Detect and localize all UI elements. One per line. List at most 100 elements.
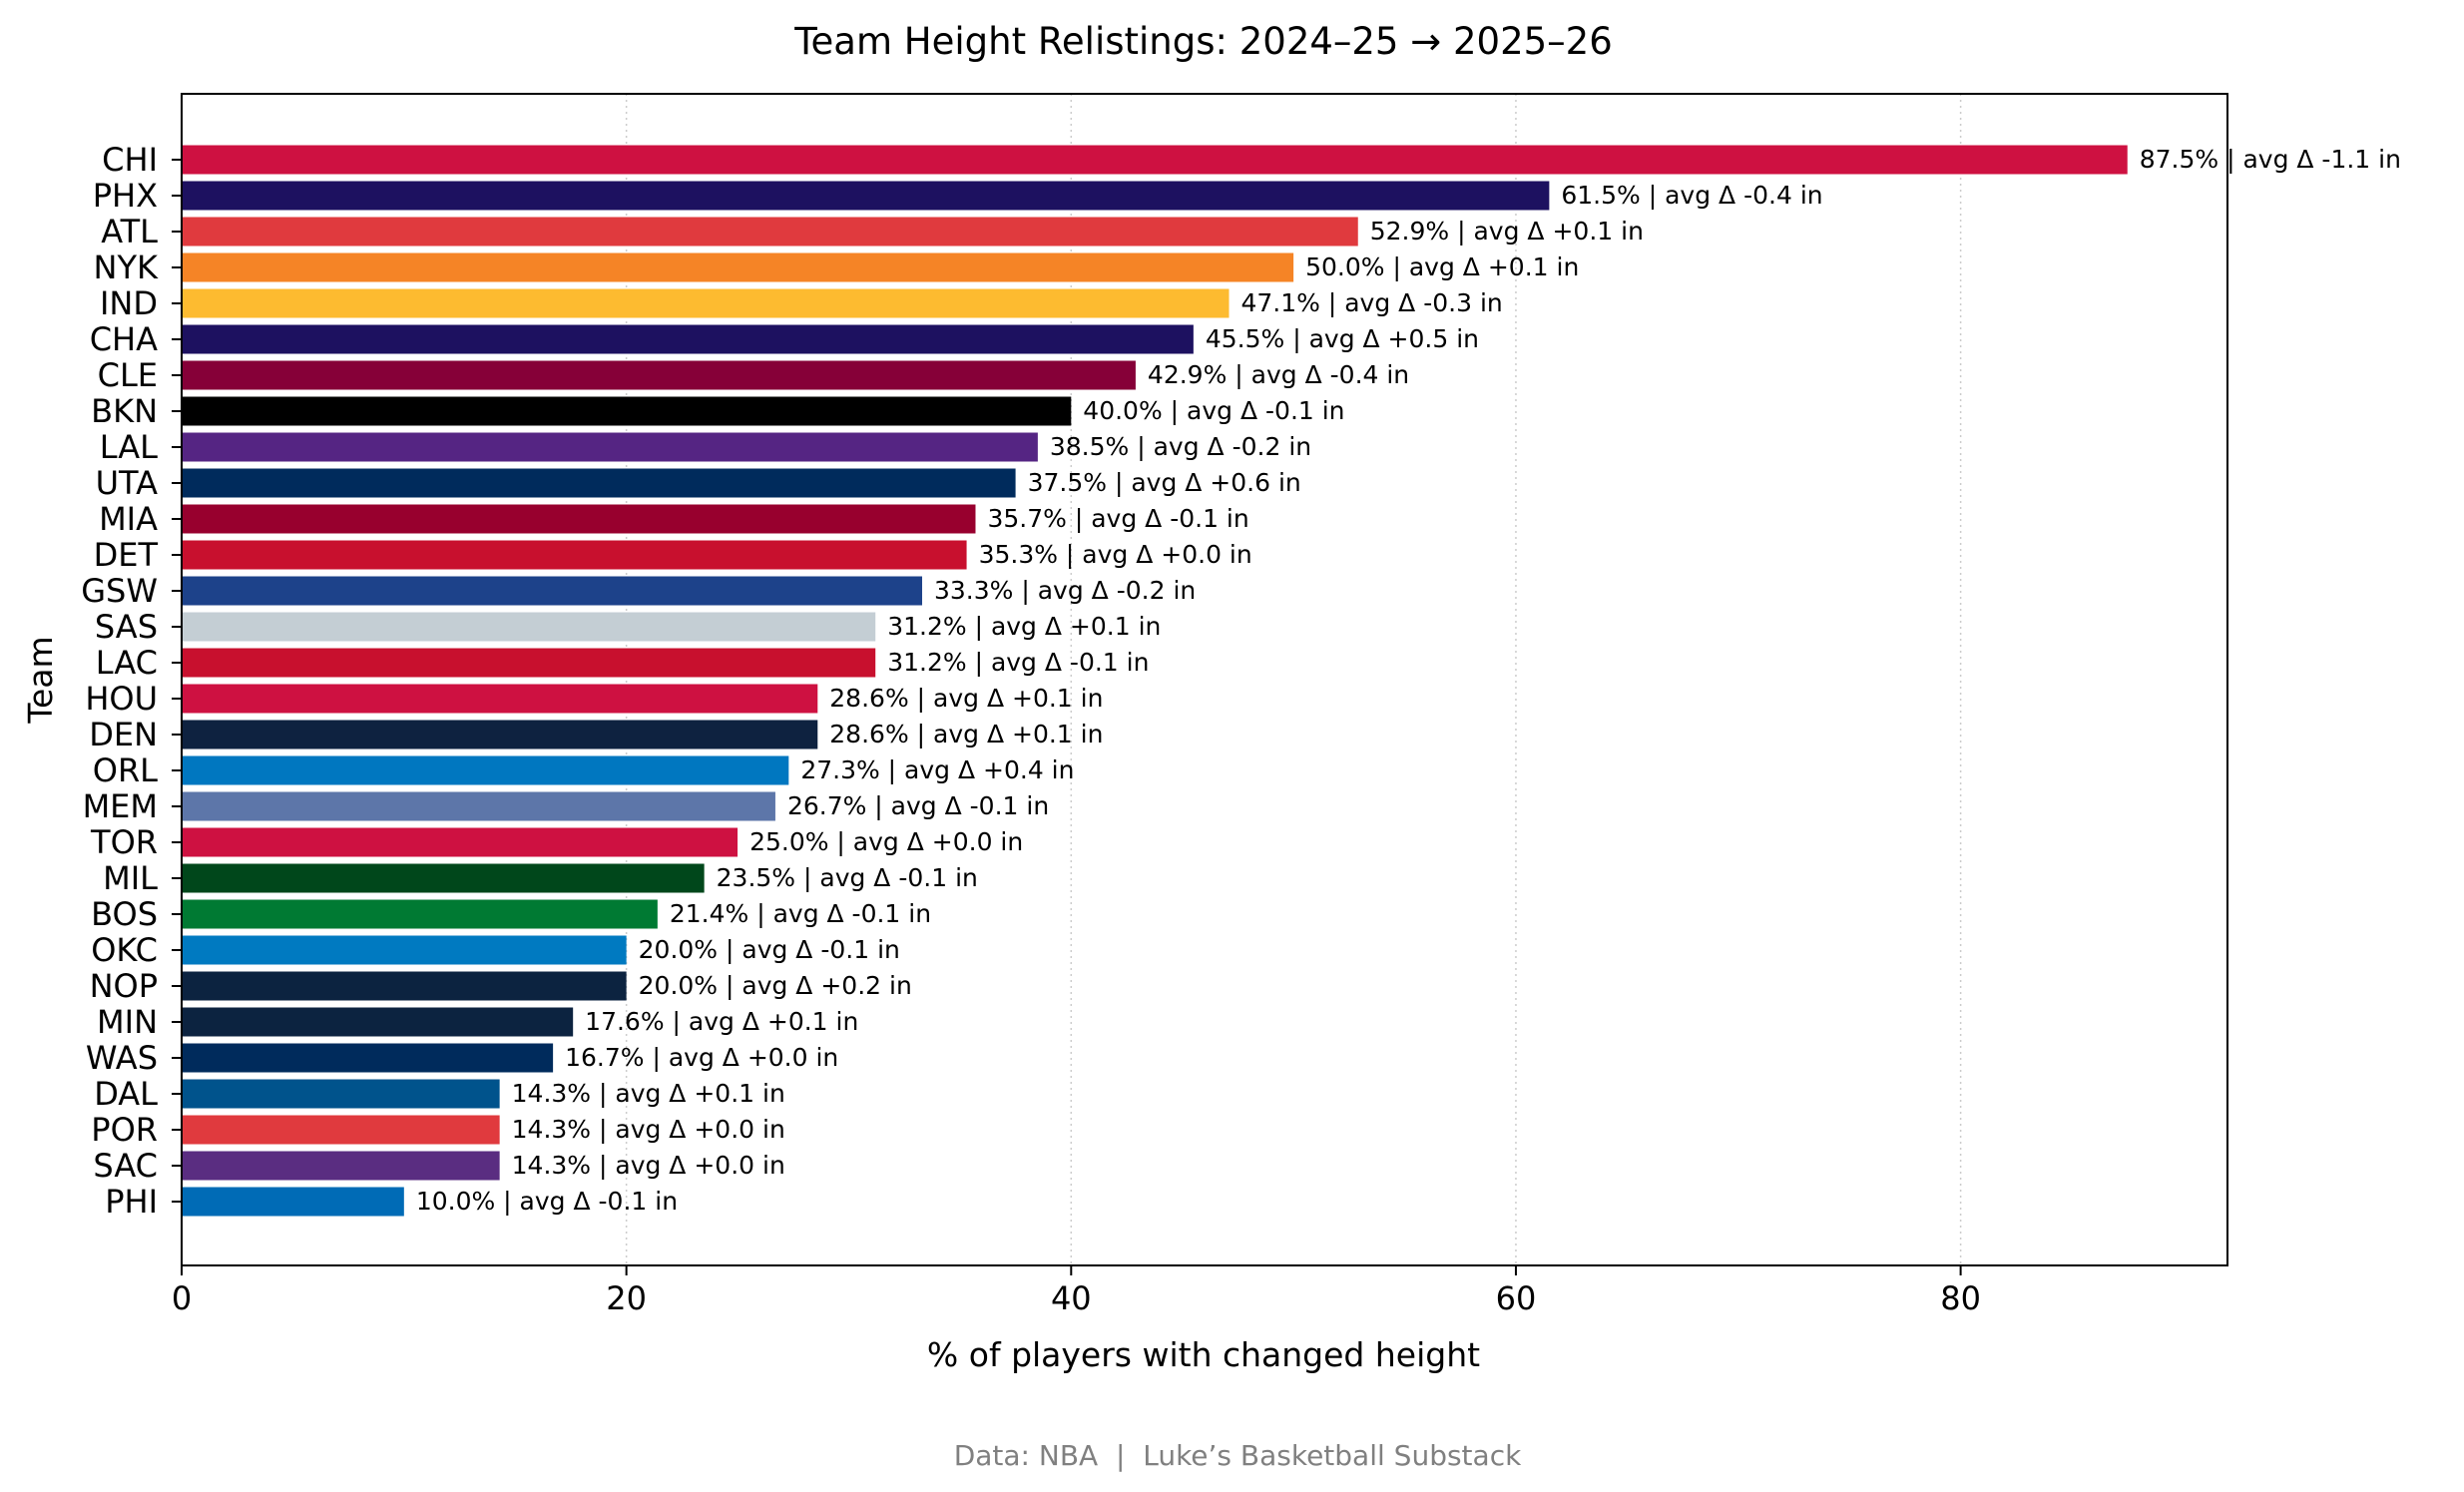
data-label-ind: 47.1% | avg Δ -0.3 in xyxy=(1241,288,1503,317)
bar-mia xyxy=(182,504,976,534)
y-tick-label-dal: DAL xyxy=(94,1075,158,1113)
bar-sas xyxy=(182,612,876,642)
footer-source: Data: NBA | Luke’s Basketball Substack xyxy=(954,1439,1522,1472)
data-label-phi: 10.0% | avg Δ -0.1 in xyxy=(416,1187,678,1216)
bar-lal xyxy=(182,432,1038,462)
data-label-phx: 61.5% | avg Δ -0.4 in xyxy=(1561,181,1822,210)
bar-gsw xyxy=(182,576,923,606)
data-label-por: 14.3% | avg Δ +0.0 in xyxy=(512,1115,785,1144)
data-label-mem: 26.7% | avg Δ -0.1 in xyxy=(787,791,1049,820)
y-tick-label-phx: PHX xyxy=(93,177,158,215)
data-label-den: 28.6% | avg Δ +0.1 in xyxy=(829,720,1103,748)
bar-was xyxy=(182,1043,554,1073)
data-label-chi: 87.5% | avg Δ -1.1 in xyxy=(2140,145,2401,174)
data-label-nyk: 50.0% | avg Δ +0.1 in xyxy=(1305,252,1579,281)
bar-phx xyxy=(182,181,1550,211)
bar-den xyxy=(182,720,818,749)
data-label-dal: 14.3% | avg Δ +0.1 in xyxy=(512,1079,785,1108)
bar-chi xyxy=(182,145,2128,175)
data-label-cha: 45.5% | avg Δ +0.5 in xyxy=(1206,324,1479,353)
y-tick-label-sas: SAS xyxy=(95,608,158,646)
bar-uta xyxy=(182,468,1016,498)
bar-mem xyxy=(182,791,775,821)
data-label-sas: 31.2% | avg Δ +0.1 in xyxy=(887,612,1161,641)
x-tick-label-80: 80 xyxy=(1940,1279,1981,1317)
data-label-bkn: 40.0% | avg Δ -0.1 in xyxy=(1083,396,1344,425)
y-tick-label-hou: HOU xyxy=(85,680,158,718)
y-tick-label-mem: MEM xyxy=(83,787,158,825)
y-tick-label-min: MIN xyxy=(97,1003,158,1041)
y-tick-label-orl: ORL xyxy=(93,751,158,789)
y-tick-label-bkn: BKN xyxy=(91,392,158,430)
data-label-okc: 20.0% | avg Δ -0.1 in xyxy=(639,935,900,964)
y-tick-label-ind: IND xyxy=(100,284,158,322)
x-tick-label-0: 0 xyxy=(172,1279,192,1317)
y-tick-label-det: DET xyxy=(94,536,159,574)
y-tick-labels: CHIPHXATLNYKINDCHACLEBKNLALUTAMIADETGSWS… xyxy=(81,141,182,1221)
y-tick-label-uta: UTA xyxy=(96,464,158,502)
plot-frame xyxy=(181,93,2228,1266)
bar-cha xyxy=(182,324,1194,354)
bar-ind xyxy=(182,288,1230,318)
bar-atl xyxy=(182,217,1358,247)
bar-por xyxy=(182,1115,500,1145)
bar-lac xyxy=(182,648,876,678)
bar-okc xyxy=(182,935,627,965)
data-label-atl: 52.9% | avg Δ +0.1 in xyxy=(1370,217,1644,246)
bar-mil xyxy=(182,863,705,893)
x-gridlines xyxy=(625,94,1962,1265)
data-label-gsw: 33.3% | avg Δ -0.2 in xyxy=(934,576,1196,605)
data-label-tor: 25.0% | avg Δ +0.0 in xyxy=(749,827,1023,856)
y-tick-label-por: POR xyxy=(91,1111,158,1149)
y-tick-label-mil: MIL xyxy=(103,859,158,897)
chart-title: Team Height Relistings: 2024–25 → 2025–2… xyxy=(793,20,1613,63)
bar-sac xyxy=(182,1151,500,1181)
bar-phi xyxy=(182,1187,404,1217)
y-tick-label-den: DEN xyxy=(89,716,158,753)
bar-bkn xyxy=(182,396,1072,426)
y-tick-label-phi: PHI xyxy=(105,1183,158,1221)
y-axis-label: Team xyxy=(21,636,60,724)
bar-nop xyxy=(182,971,627,1001)
y-tick-label-nop: NOP xyxy=(90,967,158,1005)
data-label-lac: 31.2% | avg Δ -0.1 in xyxy=(887,648,1149,677)
data-label-uta: 37.5% | avg Δ +0.6 in xyxy=(1028,468,1301,497)
bars-group: 87.5% | avg Δ -1.1 in 61.5% | avg Δ -0.4 … xyxy=(182,145,2401,1217)
data-label-bos: 21.4% | avg Δ -0.1 in xyxy=(670,899,931,928)
data-label-sac: 14.3% | avg Δ +0.0 in xyxy=(512,1151,785,1180)
x-tick-label-20: 20 xyxy=(606,1279,647,1317)
y-tick-label-nyk: NYK xyxy=(94,249,159,286)
y-tick-label-lal: LAL xyxy=(100,428,158,466)
bar-min xyxy=(182,1007,574,1037)
data-label-lal: 38.5% | avg Δ -0.2 in xyxy=(1050,432,1311,461)
x-tick-label-40: 40 xyxy=(1051,1279,1092,1317)
y-tick-label-sac: SAC xyxy=(93,1147,158,1185)
x-tick-label-60: 60 xyxy=(1496,1279,1537,1317)
y-tick-label-bos: BOS xyxy=(91,895,158,933)
y-tick-label-okc: OKC xyxy=(91,931,158,969)
bar-dal xyxy=(182,1079,500,1109)
y-tick-label-cle: CLE xyxy=(98,356,158,394)
data-label-hou: 28.6% | avg Δ +0.1 in xyxy=(829,684,1103,713)
bar-cle xyxy=(182,360,1136,390)
bar-hou xyxy=(182,684,818,714)
y-tick-label-lac: LAC xyxy=(96,644,158,682)
data-label-min: 17.6% | avg Δ +0.1 in xyxy=(585,1007,858,1036)
y-tick-label-was: WAS xyxy=(86,1039,158,1077)
x-axis-label: % of players with changed height xyxy=(927,1335,1480,1374)
bar-nyk xyxy=(182,252,1294,282)
y-tick-label-gsw: GSW xyxy=(81,572,158,610)
y-tick-label-chi: CHI xyxy=(102,141,158,179)
data-label-mil: 23.5% | avg Δ -0.1 in xyxy=(717,863,978,892)
y-tick-label-atl: ATL xyxy=(101,213,158,250)
bar-det xyxy=(182,540,967,570)
data-label-orl: 27.3% | avg Δ +0.4 in xyxy=(800,755,1074,784)
y-tick-label-mia: MIA xyxy=(99,500,158,538)
bar-bos xyxy=(182,899,658,929)
data-label-nop: 20.0% | avg Δ +0.2 in xyxy=(639,971,912,1000)
data-label-cle: 42.9% | avg Δ -0.4 in xyxy=(1148,360,1409,389)
bar-tor xyxy=(182,827,739,857)
data-label-was: 16.7% | avg Δ +0.0 in xyxy=(565,1043,838,1072)
y-tick-label-tor: TOR xyxy=(90,823,158,861)
